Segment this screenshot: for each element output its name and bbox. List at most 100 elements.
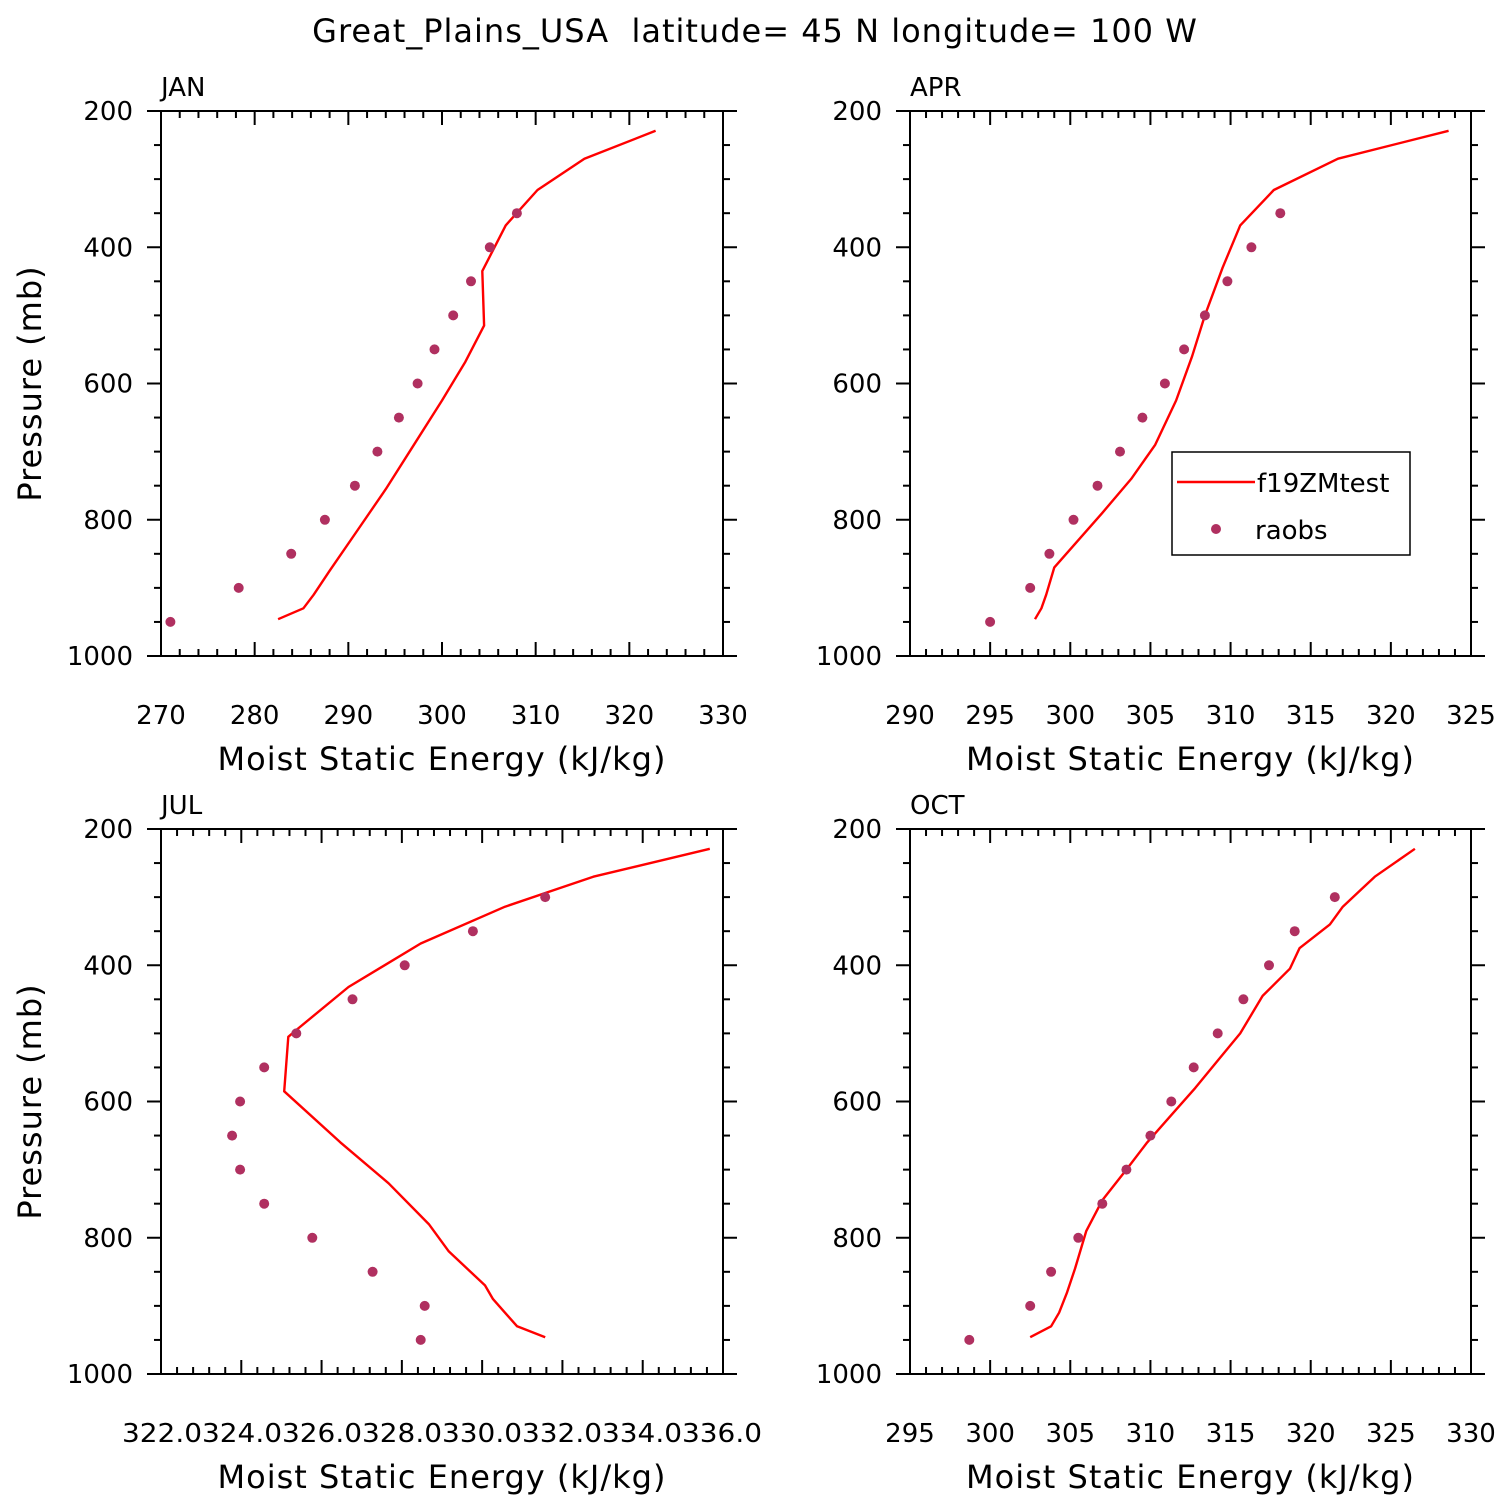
y-tick-label-oct: 200 (832, 815, 882, 845)
data-point-jul (227, 1130, 238, 1141)
x-tick-label-jul: 322.0324.0326.0328.0330.0332.0334.0336.0 (122, 1419, 762, 1449)
figure-title: Great_Plains_USA latitude= 45 N longitud… (312, 12, 1198, 50)
x-axis-title-jan: Moist Static Energy (kJ/kg) (218, 740, 667, 778)
y-tick-label-jul: 600 (83, 1088, 133, 1118)
y-tick-label-oct: 600 (832, 1088, 882, 1118)
series-line-jul (283, 847, 711, 1339)
data-point-oct (1025, 1300, 1036, 1311)
x-tick-label-oct: 310 (1126, 1419, 1176, 1449)
data-point-oct (1289, 926, 1300, 937)
x-tick-label-jan: 320 (605, 701, 655, 731)
data-point-oct (1166, 1096, 1177, 1107)
x-tick-label-jan: 290 (324, 701, 374, 731)
legend-marker-swatch (1211, 524, 1221, 534)
legend-label-obs: raobs (1255, 516, 1328, 546)
data-point-oct (1188, 1062, 1199, 1073)
data-point-oct (1073, 1232, 1084, 1243)
x-tick-label-oct: 300 (965, 1419, 1015, 1449)
y-tick-label-jan: 600 (83, 370, 133, 400)
data-point-apr (1025, 582, 1036, 593)
data-point-apr (1246, 242, 1257, 253)
x-axis-title-oct: Moist Static Energy (kJ/kg) (966, 1458, 1415, 1496)
y-tick-label-apr: 1000 (816, 642, 882, 672)
x-tick-label-apr: 295 (965, 701, 1015, 731)
y-tick-label-jul: 400 (83, 951, 133, 981)
data-point-jan (448, 310, 459, 321)
data-point-jan (412, 378, 423, 389)
data-point-jul (291, 1028, 302, 1039)
y-tick-label-apr: 800 (832, 506, 882, 536)
y-tick-label-oct: 800 (832, 1224, 882, 1254)
y-tick-label-oct: 1000 (816, 1360, 882, 1390)
x-tick-label-jan: 300 (417, 701, 467, 731)
data-point-oct (1046, 1266, 1057, 1277)
x-tick-label-apr: 310 (1206, 701, 1256, 731)
data-point-jan (393, 412, 404, 423)
data-point-apr (1068, 514, 1079, 525)
panel-label-apr: APR (910, 73, 962, 103)
panel-label-jul: JUL (159, 791, 203, 821)
data-point-apr (1199, 310, 1210, 321)
y-tick-label-apr: 200 (832, 97, 882, 127)
series-line-jan (277, 129, 657, 621)
data-point-jul (307, 1232, 318, 1243)
data-point-oct (1212, 1028, 1223, 1039)
x-tick-label-jan: 330 (698, 701, 748, 731)
data-point-apr (985, 616, 996, 627)
y-axis-title-jul: Pressure (mb) (11, 983, 49, 1219)
data-point-jan (484, 242, 495, 253)
data-point-apr (1115, 446, 1125, 457)
data-point-jan (319, 514, 330, 525)
y-axis-title-jan: Pressure (mb) (11, 265, 49, 501)
data-point-oct (964, 1334, 975, 1345)
data-point-jul (415, 1334, 426, 1345)
data-point-jan (429, 344, 440, 355)
y-tick-label-oct: 400 (832, 951, 882, 981)
data-point-oct (1238, 994, 1249, 1005)
data-point-oct (1329, 892, 1340, 903)
data-point-jul (347, 994, 358, 1005)
data-point-jul (259, 1062, 270, 1073)
x-tick-label-apr: 300 (1045, 701, 1095, 731)
data-point-jan (165, 616, 176, 627)
x-tick-label-apr: 305 (1126, 701, 1176, 731)
legend-label-model: f19ZMtest (1257, 469, 1389, 499)
y-tick-label-jul: 800 (83, 1224, 133, 1254)
y-tick-label-jan: 400 (83, 233, 133, 263)
y-tick-label-jan: 1000 (67, 642, 133, 672)
data-point-jan (233, 582, 244, 593)
data-point-jul (259, 1198, 270, 1209)
data-point-oct (1097, 1198, 1108, 1209)
data-point-jan (286, 548, 297, 559)
plot-frame-jan (160, 110, 724, 657)
plot-frame-oct (909, 828, 1472, 1375)
data-point-jul (419, 1300, 430, 1311)
data-point-apr (1044, 548, 1055, 559)
data-point-jul (399, 960, 410, 971)
x-tick-label-apr: 320 (1366, 701, 1416, 731)
data-point-jul (540, 892, 551, 903)
legend-box (1171, 451, 1411, 556)
x-tick-label-oct: 325 (1366, 1419, 1416, 1449)
data-point-jul (235, 1096, 246, 1107)
data-point-oct (1145, 1130, 1156, 1141)
y-tick-label-apr: 600 (832, 370, 882, 400)
y-tick-label-jan: 200 (83, 97, 133, 127)
series-line-oct (1029, 847, 1416, 1339)
y-tick-label-jul: 200 (83, 815, 133, 845)
data-point-apr (1222, 276, 1233, 287)
data-point-oct (1264, 960, 1274, 971)
series-line-apr (1033, 129, 1449, 620)
x-tick-label-apr: 315 (1286, 701, 1336, 731)
data-point-jul (235, 1164, 246, 1175)
x-axis-title-jul: Moist Static Energy (kJ/kg) (218, 1458, 667, 1496)
plot-frame-jul (160, 828, 724, 1375)
panel-label-oct: OCT (910, 791, 965, 821)
data-point-jan (349, 480, 360, 491)
x-tick-label-jan: 270 (136, 701, 186, 731)
data-point-jan (372, 446, 383, 457)
x-tick-label-oct: 315 (1206, 1419, 1256, 1449)
data-point-apr (1275, 208, 1286, 219)
x-tick-label-jan: 310 (511, 701, 561, 731)
